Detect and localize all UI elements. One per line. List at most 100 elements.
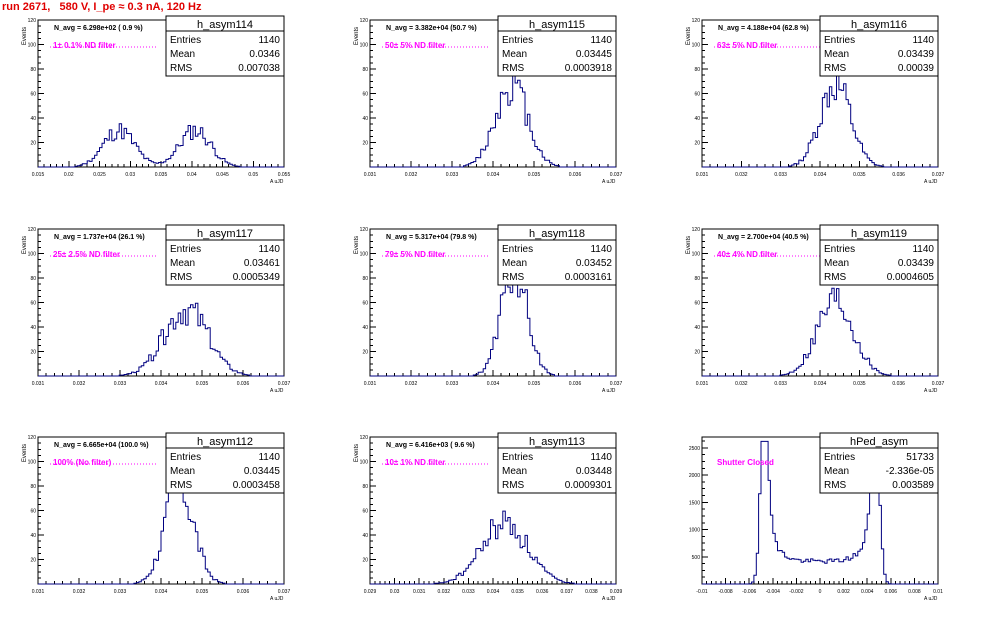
x-tick-label: 0.036 xyxy=(569,172,582,178)
x-tick-label: 0.036 xyxy=(237,589,250,595)
filter-label: 100% (No filter) xyxy=(53,458,112,467)
stats-rms-value: 0.0004605 xyxy=(887,272,935,283)
y-tick-label: 40 xyxy=(30,533,36,539)
y-tick-label: 120 xyxy=(360,227,369,233)
filter-label: 1± 0.1% ND filter xyxy=(53,41,116,50)
x-tick-label: 0.035 xyxy=(528,381,541,387)
stats-mean-label: Mean xyxy=(502,258,527,269)
filter-label: 63± 5% ND filter xyxy=(717,41,777,50)
x-axis-title: A uJD xyxy=(270,596,284,602)
stats-values-box xyxy=(165,30,285,77)
y-tick-label: 100 xyxy=(692,252,701,258)
stats-values-box xyxy=(497,30,617,77)
histogram-name: h_asym116 xyxy=(851,19,907,31)
stats-rms-label: RMS xyxy=(502,480,525,491)
stats-entries-value: 1140 xyxy=(590,244,612,255)
stats-rms-value: 0.0003918 xyxy=(565,63,613,74)
filter-label: 40± 4% ND filter xyxy=(717,250,777,259)
x-tick-label: 0.008 xyxy=(908,589,921,595)
stats-box: h_asym117 Entries 1140 Mean 0.03461 RMS 0.0005… xyxy=(165,224,285,286)
stats-rms-label: RMS xyxy=(502,63,525,74)
y-tick-label: 120 xyxy=(28,227,37,233)
filter-label: Shutter Closed xyxy=(717,458,774,467)
x-tick-label: 0.03 xyxy=(390,589,400,595)
x-tick-label: 0.037 xyxy=(561,589,574,595)
x-tick-label: 0.032 xyxy=(73,589,86,595)
stats-mean-value: 0.03445 xyxy=(576,49,613,60)
y-tick-label: 80 xyxy=(694,276,700,282)
x-tick-label: 0.03 xyxy=(125,172,135,178)
navg-label: N_avg = 4.188e+04 (62.8 %) xyxy=(718,25,809,32)
x-tick-label: 0.036 xyxy=(892,172,905,178)
y-tick-label: 120 xyxy=(28,18,37,24)
x-tick-label: 0.037 xyxy=(932,172,945,178)
x-tick-label: 0.031 xyxy=(364,381,377,387)
y-tick-label: 20 xyxy=(30,141,36,147)
x-tick-label: 0.015 xyxy=(32,172,45,178)
stats-rms-value: 0.0005349 xyxy=(233,272,281,283)
y-tick-label: 20 xyxy=(30,350,36,356)
y-tick-label: 60 xyxy=(362,92,368,98)
filter-label: 50± 5% ND filter xyxy=(385,41,445,50)
x-axis-title: A uJD xyxy=(602,179,616,185)
stats-mean-label: Mean xyxy=(824,258,849,269)
y-axis-title: Events xyxy=(354,444,360,462)
stats-box: h_asym112 Entries 1140 Mean 0.03445 RMS 0.0003… xyxy=(165,432,285,494)
x-tick-label: 0.034 xyxy=(155,381,168,387)
y-tick-label: 20 xyxy=(694,350,700,356)
histogram-panel-h_asym118: 20 40 60 80 100 120 0.031 0.032 0.033 0.034 0.035 0… xyxy=(354,224,622,394)
stats-mean-value: 0.03445 xyxy=(244,466,281,477)
stats-mean-label: Mean xyxy=(824,466,849,477)
histogram-name: h_asym118 xyxy=(529,228,585,240)
y-tick-label: 40 xyxy=(30,116,36,122)
stats-mean-label: Mean xyxy=(502,49,527,60)
x-tick-label: 0 xyxy=(819,589,822,595)
x-tick-label: 0.034 xyxy=(487,381,500,387)
stats-mean-label: Mean xyxy=(502,466,527,477)
y-tick-label: 60 xyxy=(694,301,700,307)
x-tick-label: 0.036 xyxy=(892,381,905,387)
histogram-panel-h_asym113: 20 40 60 80 100 120 0.029 0.03 0.031 0.032 0.033 0.… xyxy=(354,432,622,602)
y-tick-label: 40 xyxy=(30,325,36,331)
x-tick-label: -0.008 xyxy=(719,589,733,595)
histogram-line xyxy=(370,260,616,377)
x-tick-label: 0.035 xyxy=(196,589,209,595)
x-tick-label: 0.033 xyxy=(446,172,459,178)
y-tick-label: 60 xyxy=(30,301,36,307)
histogram-name: hPed_asym xyxy=(850,436,908,448)
y-tick-label: 1000 xyxy=(689,528,700,534)
stats-entries-value: 1140 xyxy=(258,244,280,255)
stats-rms-value: 0.0009301 xyxy=(565,480,613,491)
stats-rms-label: RMS xyxy=(170,63,193,74)
y-tick-label: 120 xyxy=(692,227,701,233)
x-tick-label: 0.055 xyxy=(278,172,291,178)
x-tick-label: 0.025 xyxy=(93,172,106,178)
stats-entries-value: 1140 xyxy=(258,35,280,46)
x-tick-label: 0.035 xyxy=(511,589,524,595)
x-tick-label: 0.034 xyxy=(487,589,500,595)
navg-label: N_avg = 6.298e+02 ( 0.9 %) xyxy=(54,25,143,32)
x-tick-label: 0.036 xyxy=(536,589,549,595)
x-tick-label: 0.031 xyxy=(696,172,709,178)
histogram-line xyxy=(702,287,938,377)
y-tick-label: 80 xyxy=(694,67,700,73)
y-tick-label: 40 xyxy=(362,116,368,122)
stats-mean-value: 0.0346 xyxy=(249,49,280,60)
histogram-name: h_asym117 xyxy=(197,228,253,240)
y-tick-label: 100 xyxy=(28,252,37,258)
x-tick-label: 0.034 xyxy=(487,172,500,178)
stats-mean-label: Mean xyxy=(170,258,195,269)
y-tick-label: 20 xyxy=(30,558,36,564)
y-tick-label: 40 xyxy=(362,533,368,539)
histogram-panel-h_asym117: 20 40 60 80 100 120 0.031 0.032 0.033 0.034 0.035 0… xyxy=(22,224,290,394)
histogram-line xyxy=(38,123,284,168)
x-axis-title: A uJD xyxy=(270,179,284,185)
stats-rms-label: RMS xyxy=(502,272,525,283)
x-tick-label: 0.034 xyxy=(814,381,827,387)
y-tick-label: 100 xyxy=(360,43,369,49)
y-tick-label: 120 xyxy=(360,435,369,441)
x-tick-label: -0.006 xyxy=(742,589,756,595)
y-tick-label: 100 xyxy=(28,43,37,49)
x-tick-label: 0.034 xyxy=(814,172,827,178)
histogram-line xyxy=(38,302,284,377)
